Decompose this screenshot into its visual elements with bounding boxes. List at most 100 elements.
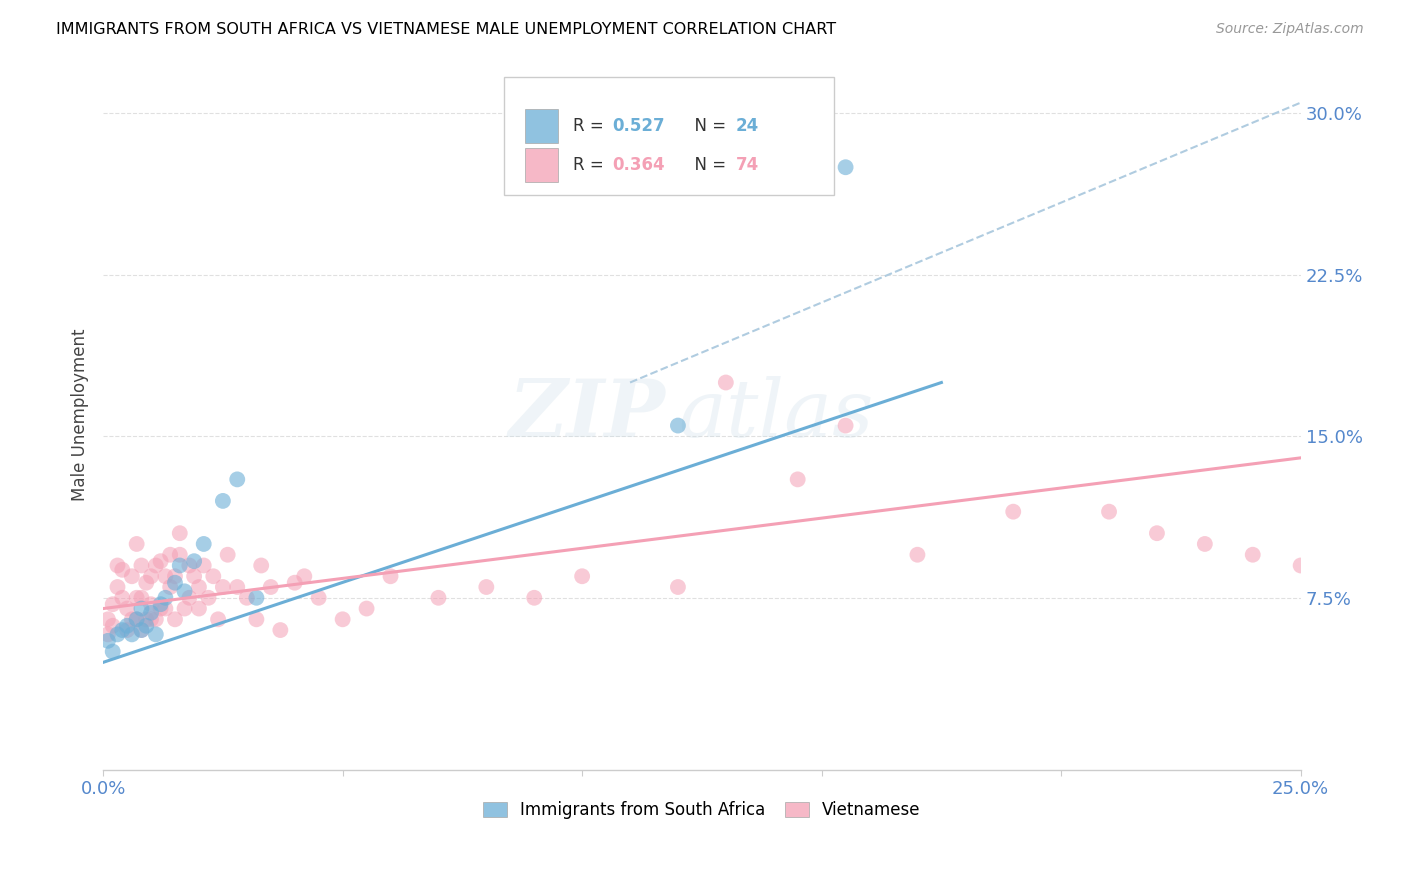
- Point: [155, 591, 177, 605]
- Point: [125, 612, 148, 626]
- Point: [1002, 505, 1025, 519]
- Point: [145, 627, 167, 641]
- FancyBboxPatch shape: [524, 148, 558, 183]
- Point: [111, 623, 134, 637]
- Point: [245, 591, 267, 605]
- Point: [834, 418, 856, 433]
- Text: 0.527: 0.527: [612, 118, 665, 136]
- Point: [169, 526, 191, 541]
- Point: [101, 619, 124, 633]
- Point: [125, 612, 148, 626]
- Point: [107, 580, 129, 594]
- Point: [131, 623, 153, 637]
- Point: [217, 548, 239, 562]
- Text: 74: 74: [735, 156, 759, 175]
- Point: [139, 606, 162, 620]
- Point: [308, 591, 330, 605]
- Point: [179, 591, 201, 605]
- Point: [169, 558, 191, 573]
- Text: atlas: atlas: [678, 376, 873, 453]
- Text: 0.364: 0.364: [612, 156, 665, 175]
- Point: [135, 612, 157, 626]
- Point: [173, 601, 195, 615]
- Point: [97, 612, 120, 626]
- Point: [475, 580, 498, 594]
- Point: [193, 537, 215, 551]
- Point: [1241, 548, 1264, 562]
- Point: [427, 591, 450, 605]
- Point: [202, 569, 225, 583]
- Text: ZIP: ZIP: [509, 376, 666, 453]
- Text: IMMIGRANTS FROM SOUTH AFRICA VS VIETNAMESE MALE UNEMPLOYMENT CORRELATION CHART: IMMIGRANTS FROM SOUTH AFRICA VS VIETNAME…: [56, 22, 837, 37]
- Point: [226, 580, 249, 594]
- Point: [101, 644, 124, 658]
- Point: [666, 580, 689, 594]
- Point: [179, 558, 201, 573]
- Point: [207, 612, 229, 626]
- Text: N =: N =: [683, 118, 731, 136]
- Point: [1098, 505, 1121, 519]
- Point: [159, 548, 181, 562]
- Point: [159, 580, 181, 594]
- Point: [173, 584, 195, 599]
- Point: [163, 612, 186, 626]
- Point: [169, 548, 191, 562]
- Point: [135, 575, 157, 590]
- Point: [523, 591, 546, 605]
- Text: Source: ZipAtlas.com: Source: ZipAtlas.com: [1216, 22, 1364, 37]
- Point: [1289, 558, 1312, 573]
- Point: [226, 472, 249, 486]
- Y-axis label: Male Unemployment: Male Unemployment: [72, 328, 89, 501]
- Text: N =: N =: [683, 156, 731, 175]
- Point: [111, 591, 134, 605]
- Point: [149, 554, 172, 568]
- Point: [145, 558, 167, 573]
- Point: [131, 601, 153, 615]
- Point: [145, 612, 167, 626]
- Point: [245, 612, 267, 626]
- Point: [212, 580, 235, 594]
- Point: [212, 494, 235, 508]
- Text: 24: 24: [735, 118, 759, 136]
- Point: [284, 575, 307, 590]
- Point: [834, 160, 856, 174]
- Point: [250, 558, 273, 573]
- Point: [666, 418, 689, 433]
- Point: [121, 612, 143, 626]
- Text: R =: R =: [572, 118, 609, 136]
- Point: [292, 569, 315, 583]
- Point: [139, 597, 162, 611]
- Point: [155, 569, 177, 583]
- Point: [97, 627, 120, 641]
- Point: [380, 569, 402, 583]
- Point: [163, 575, 186, 590]
- Point: [135, 619, 157, 633]
- Point: [125, 591, 148, 605]
- Point: [907, 548, 929, 562]
- Point: [187, 580, 209, 594]
- Point: [131, 591, 153, 605]
- Point: [1194, 537, 1216, 551]
- Point: [269, 623, 291, 637]
- Point: [1146, 526, 1168, 541]
- Point: [183, 569, 205, 583]
- FancyBboxPatch shape: [524, 110, 558, 144]
- Point: [107, 627, 129, 641]
- Point: [187, 601, 209, 615]
- Point: [236, 591, 259, 605]
- Point: [115, 619, 138, 633]
- Point: [115, 623, 138, 637]
- Point: [101, 597, 124, 611]
- Point: [714, 376, 737, 390]
- Point: [193, 558, 215, 573]
- Point: [183, 554, 205, 568]
- Point: [139, 569, 162, 583]
- Point: [356, 601, 378, 615]
- Point: [139, 612, 162, 626]
- Point: [571, 569, 593, 583]
- Point: [111, 563, 134, 577]
- Point: [786, 472, 808, 486]
- Point: [197, 591, 219, 605]
- Point: [131, 623, 153, 637]
- Legend: Immigrants from South Africa, Vietnamese: Immigrants from South Africa, Vietnamese: [477, 794, 927, 826]
